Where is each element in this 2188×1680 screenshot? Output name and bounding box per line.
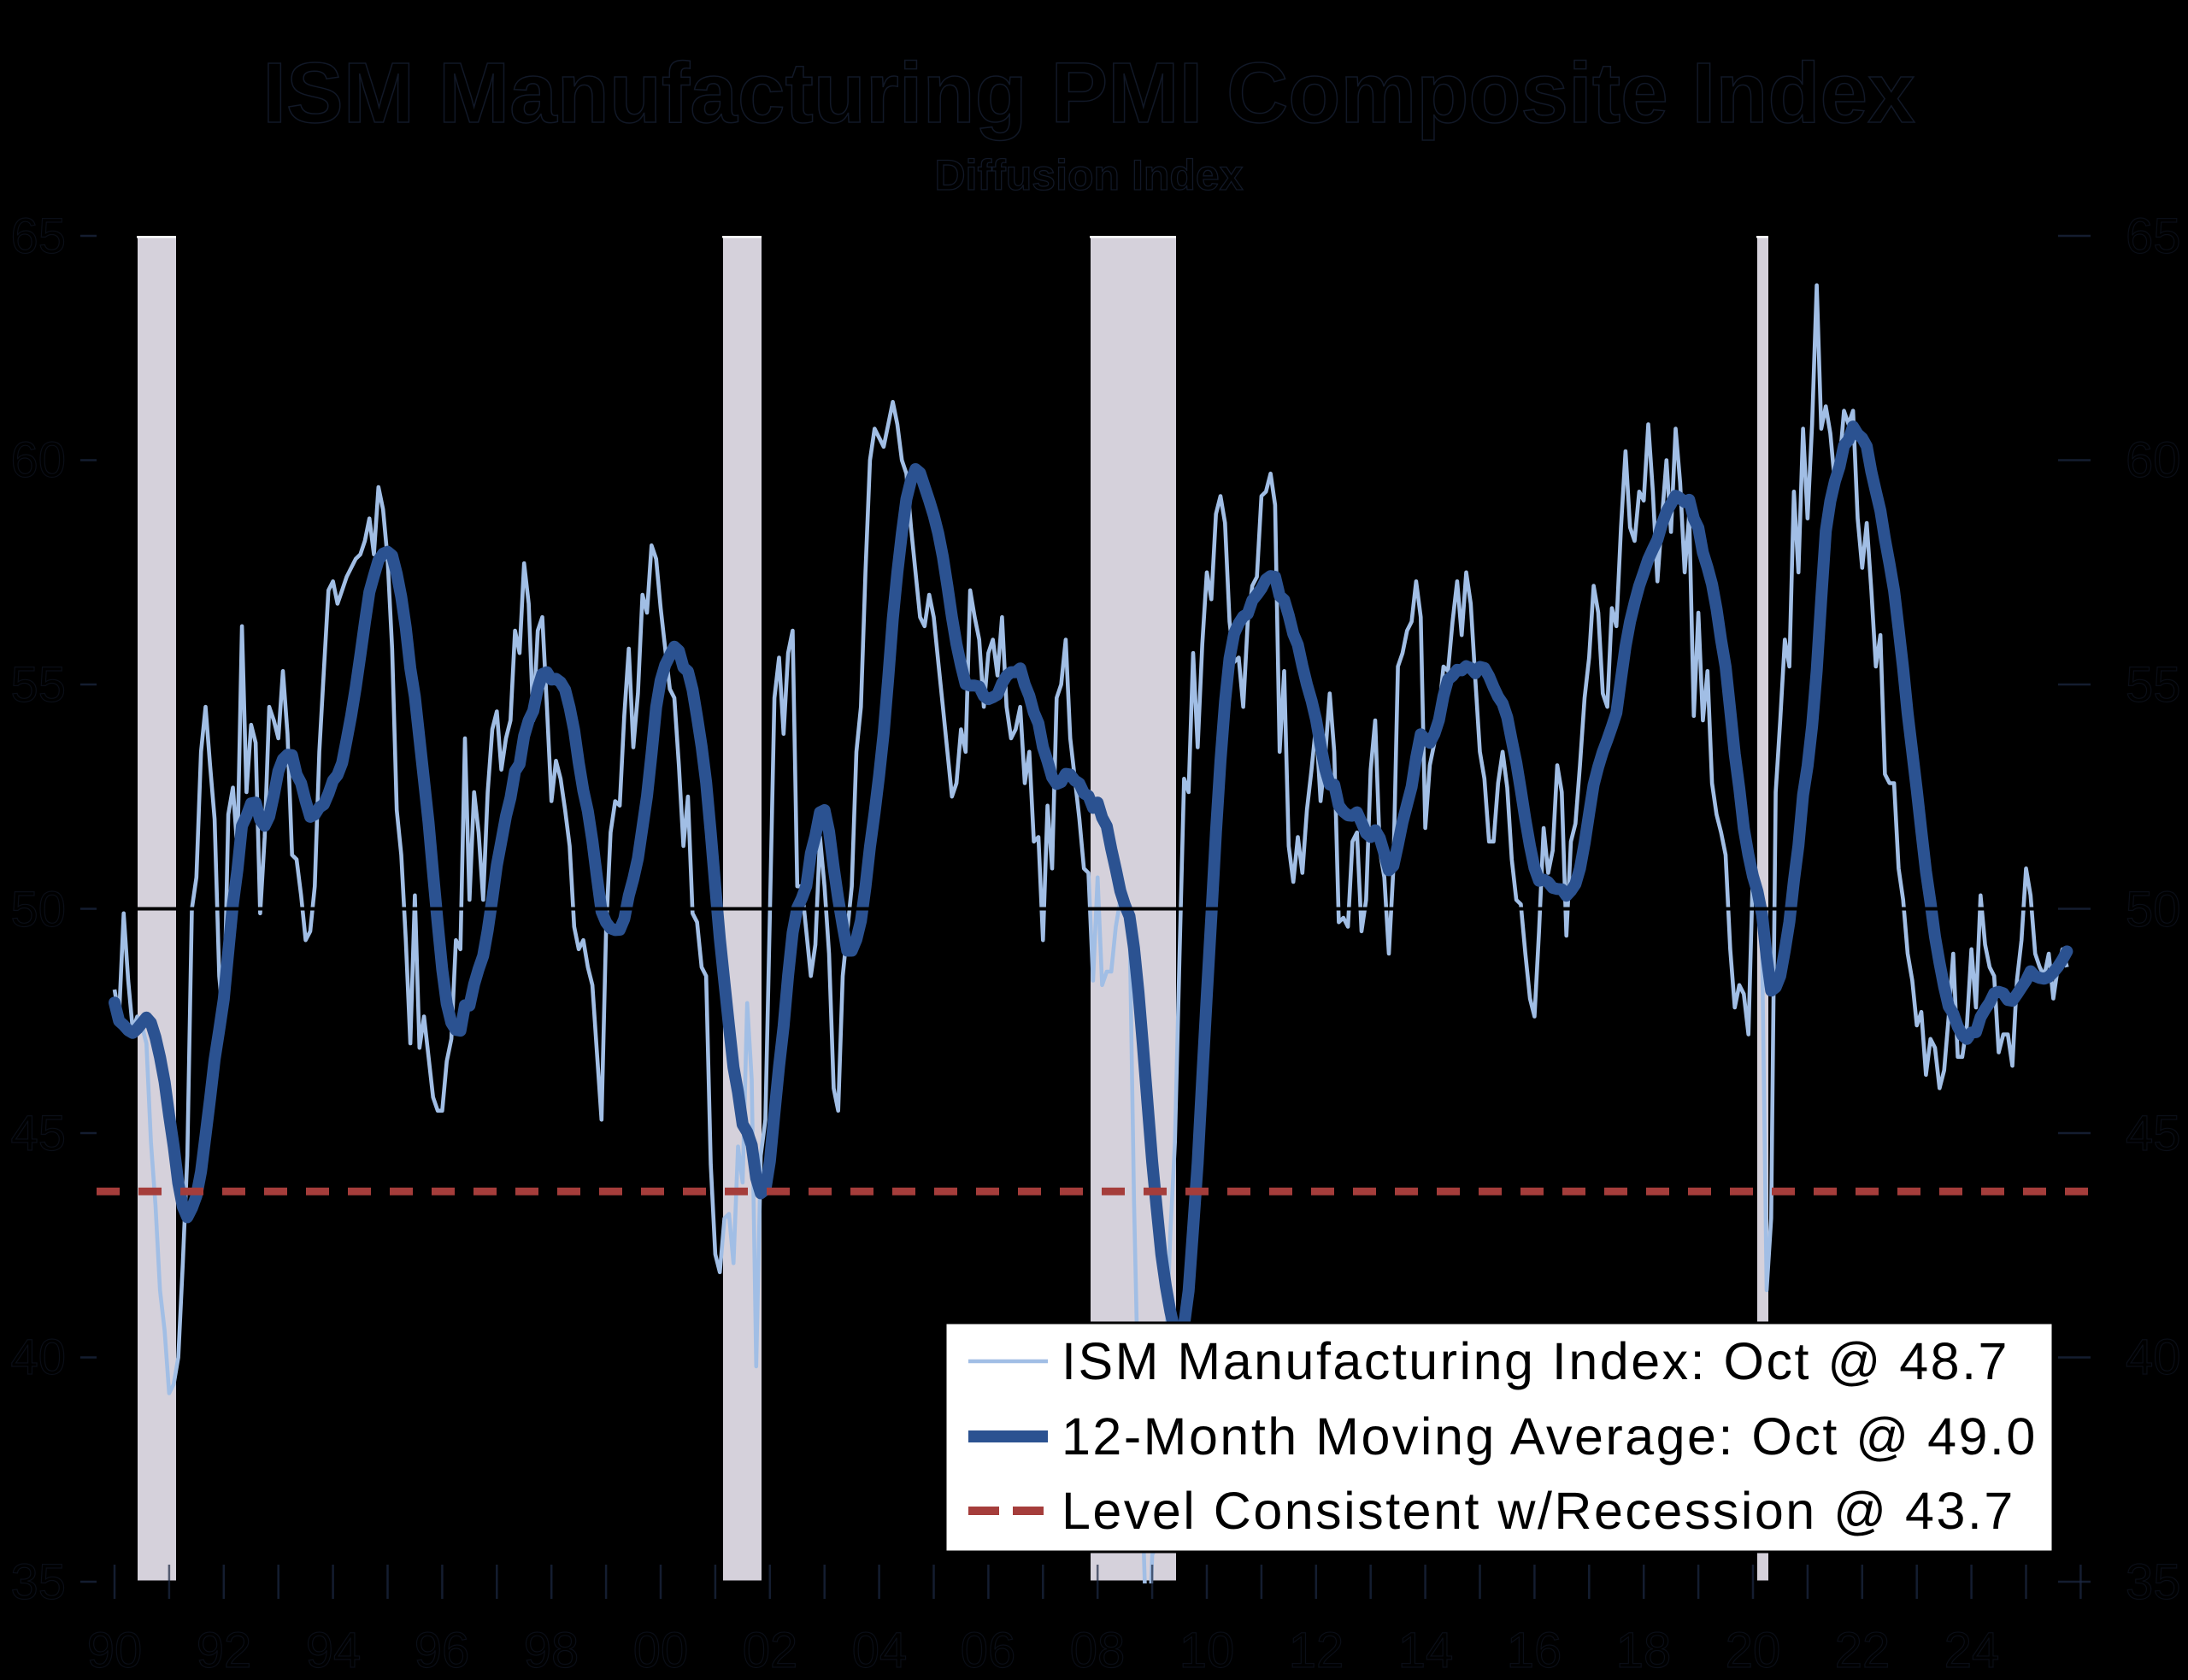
svg-text:65: 65 xyxy=(2126,209,2181,264)
svg-text:08: 08 xyxy=(1070,1623,1126,1678)
svg-text:50: 50 xyxy=(10,882,66,937)
svg-text:ISM Manufacturing Index: Oct @: ISM Manufacturing Index: Oct @ 48.7 xyxy=(1062,1332,2009,1390)
svg-text:45: 45 xyxy=(2126,1106,2181,1161)
svg-text:45: 45 xyxy=(10,1106,66,1161)
svg-text:60: 60 xyxy=(10,432,66,488)
svg-text:24: 24 xyxy=(1944,1623,2000,1678)
svg-text:06: 06 xyxy=(961,1623,1016,1678)
svg-text:10: 10 xyxy=(1179,1623,1235,1678)
svg-text:20: 20 xyxy=(1726,1623,1781,1678)
svg-text:35: 35 xyxy=(2126,1554,2181,1610)
svg-text:55: 55 xyxy=(2126,657,2181,713)
svg-text:60: 60 xyxy=(2126,432,2181,488)
svg-text:Level Consistent w/Recession @: Level Consistent w/Recession @ 43.7 xyxy=(1062,1482,2015,1540)
svg-text:96: 96 xyxy=(415,1623,470,1678)
svg-text:12: 12 xyxy=(1289,1623,1344,1678)
svg-text:98: 98 xyxy=(524,1623,579,1678)
svg-text:ISM Manufacturing PMI Composit: ISM Manufacturing PMI Composite Index xyxy=(262,45,1914,141)
svg-text:16: 16 xyxy=(1507,1623,1562,1678)
svg-text:00: 00 xyxy=(633,1623,689,1678)
svg-text:14: 14 xyxy=(1398,1623,1454,1678)
svg-text:40: 40 xyxy=(2126,1330,2181,1385)
svg-text:92: 92 xyxy=(197,1623,252,1678)
svg-text:65: 65 xyxy=(10,209,66,264)
svg-text:50: 50 xyxy=(2126,882,2181,937)
svg-text:94: 94 xyxy=(306,1623,362,1678)
svg-text:12-Month Moving Average: Oct @: 12-Month Moving Average: Oct @ 49.0 xyxy=(1062,1407,2038,1466)
svg-text:40: 40 xyxy=(10,1330,66,1385)
svg-text:90: 90 xyxy=(87,1623,143,1678)
svg-text:02: 02 xyxy=(743,1623,798,1678)
svg-text:35: 35 xyxy=(10,1554,66,1610)
svg-text:55: 55 xyxy=(10,657,66,713)
svg-text:Diffusion Index: Diffusion Index xyxy=(934,151,1243,199)
svg-text:04: 04 xyxy=(852,1623,908,1678)
svg-text:22: 22 xyxy=(1835,1623,1891,1678)
svg-text:18: 18 xyxy=(1616,1623,1672,1678)
